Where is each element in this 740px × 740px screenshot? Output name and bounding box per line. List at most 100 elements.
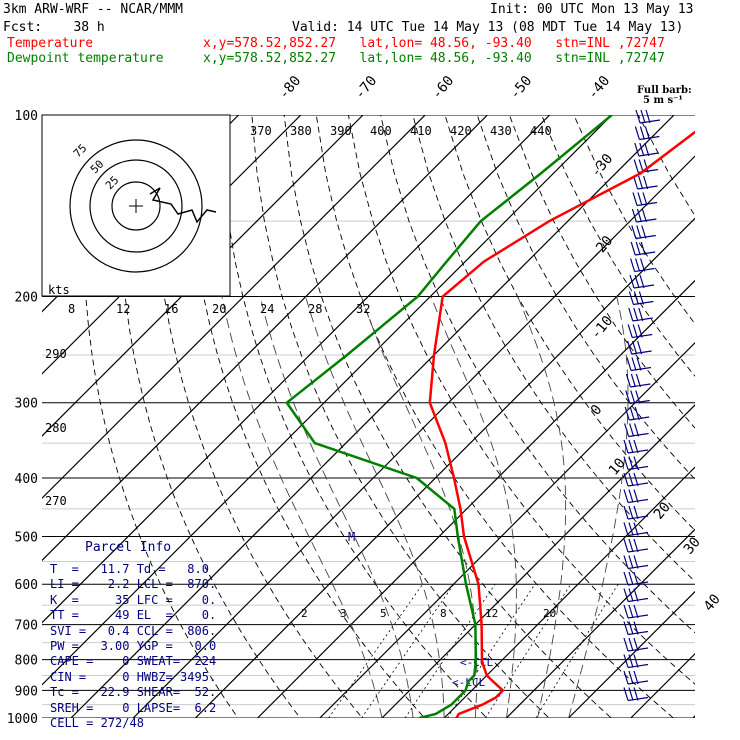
dewpoint-line [285,115,613,718]
wind-barb-flag [630,373,636,388]
wind-barbs [623,109,661,702]
wind-barb-flag [634,142,640,157]
wind-barb-flag [634,274,640,289]
wind-barb-flag [623,538,629,553]
wind-barb-flag [623,588,629,602]
moist-adiabat [568,296,629,718]
wind-barb-flag [635,241,641,256]
theta-label: 270 [45,494,67,508]
isotherm-label: 0 [588,402,606,419]
dry-adiabat [573,115,695,718]
wind-barb-flag [638,291,644,305]
wind-barb-unit: 5 m s⁻¹ [643,95,683,106]
moist-adiabat [305,296,445,718]
wind-barb-flag [623,621,629,635]
isotherm-line [70,115,675,718]
wind-barb-flag [633,637,639,652]
parcel-info-line: CELL = 272/48 [50,716,144,731]
isotherm-label: 40 [701,591,724,614]
isotherm-line [194,115,695,718]
hodograph-ring [69,139,203,273]
wind-barb-flag [628,621,634,635]
pressure-label: 700 [15,619,38,634]
parcel-info-title: Parcel Info [85,540,172,555]
isotherm-line [630,115,695,718]
wind-barb-flag [623,670,629,685]
wind-barb-flag [628,489,634,503]
isotherm-line [381,115,695,718]
isotherm-label: -20 [588,233,617,263]
wind-barb-flag [628,307,634,322]
wind-barb-flag [639,126,645,140]
dry-adiabat [541,115,695,718]
mixing-ratio-line [447,583,536,718]
hodograph-trace [149,187,217,224]
isotherm-line [505,115,695,718]
dry-adiabat [251,115,563,718]
isotherm-line [42,115,613,718]
hodograph-ring [89,159,183,253]
wind-barb-flag [635,390,641,404]
dry-adiabat [219,115,500,718]
dry-adiabat [476,115,695,718]
moist-adiabat [360,296,478,718]
isotherm-line [42,115,551,718]
wind-barb-flag [642,192,648,206]
wind-barb-flag [643,175,649,190]
mixing-ratio-label: 12 [485,607,498,620]
dry-adiabat [83,115,248,718]
dry-adiabat [380,115,695,718]
dry-adiabat [347,115,695,718]
wind-barb-flag [628,687,634,701]
parcel-info-line: SVI = 0.4 CCL = 806. [50,623,217,638]
hodograph-axis-label: 16 [164,302,178,316]
wind-barb-flag [634,126,640,140]
wind-barb-flag [632,192,638,206]
wind-barb-flag [641,225,647,239]
wind-barb-flag [633,159,639,173]
model-title: 3km ARW-WRF -- NCAR/MMM [3,2,184,17]
pressure-label: 600 [15,578,38,593]
mixing-ratio-line [361,583,455,718]
wind-barb-flag [625,390,631,404]
wind-barb-flag [633,555,639,569]
wind-barb-flag [628,604,634,619]
hodograph-axis-label: 12 [116,302,130,316]
wind-barb-flag [628,588,634,602]
wind-barb-flag [633,472,639,487]
isotherm-line [319,115,695,718]
parcel-info-line: TT = 49 EL = 0. [50,608,217,623]
temperature-line [428,115,695,718]
wind-barb-flag [633,571,639,586]
wind-barb-flag [633,456,639,470]
wind-barb-flag [628,472,634,487]
isotherm-label: -50 [507,73,536,103]
pressure-label: 900 [15,684,38,699]
wind-barb-flag [623,637,629,652]
isotherm-line [443,115,695,718]
wind-barb-flag [628,538,634,553]
wind-barb-flag [633,307,639,322]
wind-barb-flag [640,258,646,272]
wind-barb-flag [637,324,643,338]
wind-barb-flag [641,208,647,223]
wind-barb-flag [640,241,646,256]
wind-barb-flag [631,225,637,239]
wind-barb-flag [633,621,639,635]
isotherm-label: -40 [585,73,614,103]
wind-barb-flag [623,456,629,470]
wind-barb-flag [625,373,631,388]
wind-barb-flag [628,505,634,520]
dry-adiabat [153,115,374,718]
parcel-info-line: T = 11.7 Td = 8.0 [50,562,209,576]
sounding-series [285,115,695,718]
isotherm-line [692,115,695,718]
wind-barb-flag [633,489,639,503]
temperature-coords: x,y=578.52,852.27 lat,lon= 48.56, -93.40… [203,36,665,51]
wind-barb-flag [627,324,633,338]
wind-barb-flag [633,670,639,685]
wind-barb-flag [630,241,636,256]
wind-barb-flag [628,522,634,536]
